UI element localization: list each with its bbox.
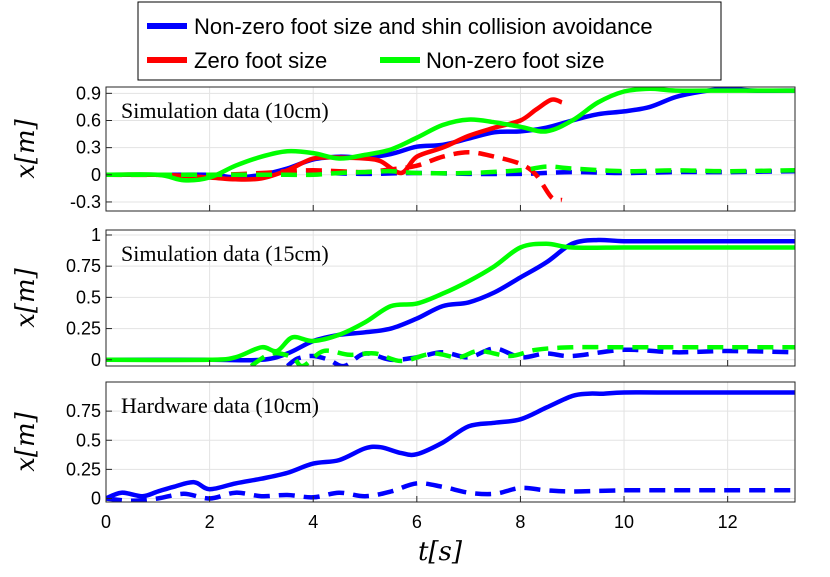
y-tick-label: 0.75 (66, 256, 101, 276)
legend-box (137, 1, 722, 81)
x-tick-label: 10 (614, 512, 634, 532)
panel-2: 0 2 4 6 8 10 12 0 0.25 0.5 0.75 x[m] Hardware data (… (11, 381, 796, 532)
panel-annotation: Hardware data (10cm) (121, 393, 319, 418)
y-tick-label: 0 (91, 165, 101, 185)
legend: Non-zero foot size and shin collision av… (137, 1, 722, 81)
y-tick-label: 0 (91, 489, 101, 509)
x-tick-label: 8 (515, 512, 525, 532)
axes-box (105, 229, 796, 367)
series-line-2 (106, 241, 795, 363)
x-tick-label: 4 (308, 512, 318, 532)
panel-annotation: Simulation data (15cm) (121, 241, 329, 266)
x-tick-label: 0 (101, 512, 111, 532)
y-tick-label: 0.6 (76, 110, 101, 130)
series-line-1 (106, 481, 795, 502)
y-axis-label: x[m] (11, 267, 41, 327)
y-tick-label: 0.75 (66, 401, 101, 421)
series-line-4 (106, 87, 795, 183)
plot-area (106, 382, 795, 502)
series-line-0 (106, 390, 795, 501)
axes-box (105, 381, 796, 503)
y-tick-label: 1 (91, 225, 101, 245)
y-tick-label: 0 (91, 350, 101, 370)
series-line-2 (106, 97, 563, 182)
y-tick-label: 0.9 (76, 83, 101, 103)
series-line-1 (285, 346, 795, 366)
x-tick-label: 2 (205, 512, 215, 532)
plot-area (106, 230, 795, 366)
y-axis-label: x[m] (11, 411, 41, 471)
legend-entry-2: Non-zero foot size (426, 48, 605, 73)
series-line-5 (106, 164, 795, 178)
y-axis-label: x[m] (11, 118, 41, 178)
series-group (106, 87, 795, 203)
panel-1: 0 0.25 0.5 0.75 1 x[m] Simulation data (15cm) (11, 225, 796, 370)
y-tick-label: 0.25 (66, 319, 101, 339)
y-tick-label: 0.5 (76, 430, 101, 450)
y-tick-label: 0.3 (76, 138, 101, 158)
legend-entry-1: Zero foot size (194, 48, 327, 73)
x-axis-label: t[s] (418, 537, 463, 567)
y-tick-label: -0.3 (70, 192, 101, 212)
plot-area (106, 87, 795, 211)
series-group (106, 390, 795, 502)
x-tick-label: 6 (412, 512, 422, 532)
legend-entry-0: Non-zero foot size and shin collision av… (194, 14, 653, 39)
panel-0: -0.3 0 0.3 0.6 0.9 x[m] Simulation data (10cm) (11, 83, 796, 212)
panel-annotation: Simulation data (10cm) (121, 98, 329, 123)
y-tick-label: 0.5 (76, 287, 101, 307)
x-tick-label: 12 (718, 512, 738, 532)
axes-box (105, 86, 796, 212)
y-tick-label: 0.25 (66, 459, 101, 479)
